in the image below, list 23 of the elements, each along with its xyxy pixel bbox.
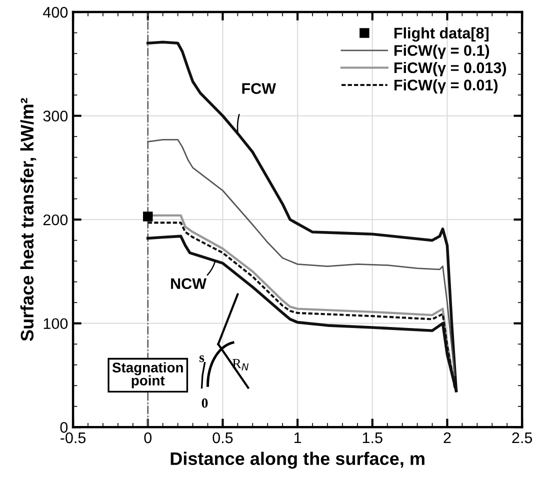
y-tick-label: 100 xyxy=(44,318,68,330)
y-tick-label: 300 xyxy=(43,110,68,122)
legend-label: FiCW(γ = 0.01) xyxy=(394,79,498,94)
x-axis-title: Distance along the surface, m xyxy=(170,452,424,469)
x-tick-label: 2.5 xyxy=(512,432,532,444)
y-tick-label: 0 xyxy=(60,422,68,433)
annotation: Stagnation point xyxy=(112,362,183,388)
x-tick-label: 1 xyxy=(294,432,302,444)
y-axis-title: Surface heat transfer, kW/m² xyxy=(20,98,36,341)
x-tick-label: 0.5 xyxy=(212,432,233,444)
annotation: NCW xyxy=(171,278,207,290)
x-tick-label: 2 xyxy=(444,432,451,444)
x-tick-label: 0 xyxy=(144,432,152,444)
y-tick-label: 200 xyxy=(43,214,68,226)
legend-label: Flight data[8] xyxy=(394,27,488,42)
y-tick-label: 400 xyxy=(43,6,68,18)
legend-label: FiCW(γ = 0.013) xyxy=(394,62,506,76)
annotation: 0 xyxy=(202,398,208,408)
x-tick-label: -0.5 xyxy=(60,432,86,444)
annotation: s xyxy=(199,355,204,362)
x-tick-label: 1.5 xyxy=(362,432,382,444)
legend-label: FiCW(γ = 0.1) xyxy=(394,44,490,59)
annotation: FCW xyxy=(242,83,276,94)
